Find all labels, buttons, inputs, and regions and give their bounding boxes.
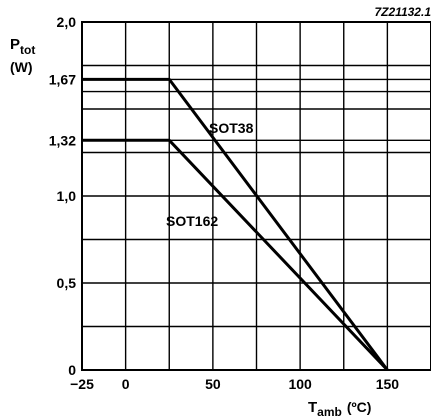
x-axis-symbol: T [308,399,317,416]
x-axis-subscript: amb [317,405,342,418]
x-tick-labels: −25 0 50 100 150 [70,376,399,392]
x-tick-label: 0 [122,376,130,392]
series-line-sot38 [82,77,389,371]
y-tick-label: 1,0 [57,188,77,204]
y-axis-label: Ptot [10,36,35,57]
y-axis-subscript: tot [20,43,35,57]
y-axis-unit: (W) [10,59,33,75]
x-axis-label: Tamb (ºC) [308,399,371,418]
x-axis-unit: (ºC) [347,399,372,415]
x-tick-label: −25 [70,376,94,392]
series-line-sot162 [82,138,389,372]
x-tick-label: 150 [376,376,400,392]
y-axis-symbol: P [10,36,20,53]
figure-id: 7Z21132.1 [375,5,431,19]
x-tick-label: 100 [288,376,312,392]
y-tick-label: 0,5 [57,275,77,291]
plot-frame [81,21,431,371]
y-tick-label: 2,0 [57,14,77,30]
y-tick-label: 1,32 [49,132,76,148]
y-tick-label: 1,67 [49,71,76,87]
x-tick-label: 50 [205,376,221,392]
series-label-sot162: SOT162 [166,213,218,229]
series-group [82,77,389,372]
series-label-sot38: SOT38 [209,120,254,136]
y-tick-label: 0 [68,362,76,378]
y-tick-labels: 0 0,5 1,0 1,32 1,67 2,0 [49,14,76,378]
